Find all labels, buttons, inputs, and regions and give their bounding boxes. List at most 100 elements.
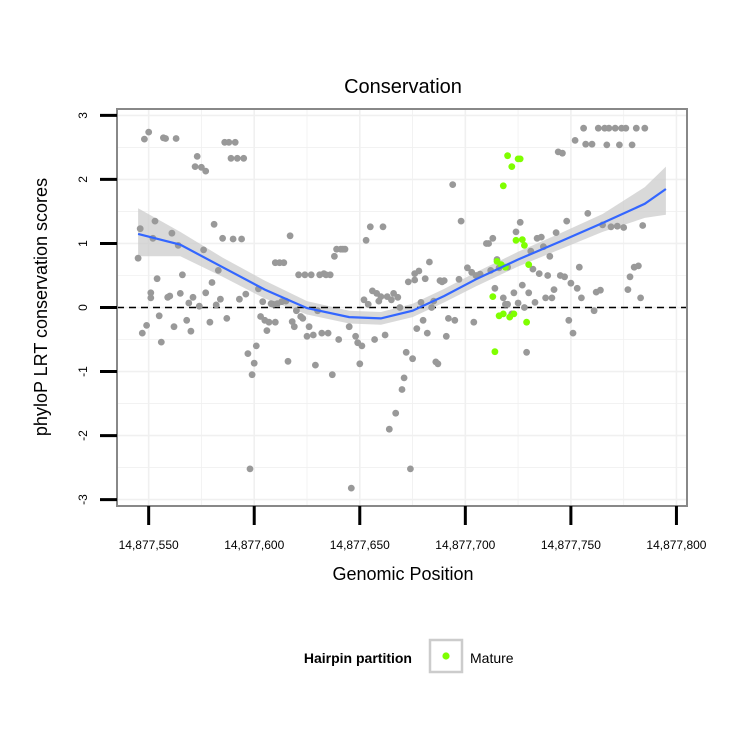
other-point (240, 154, 248, 162)
other-point (542, 294, 549, 302)
other-point (360, 296, 368, 304)
x-axis-title: Genomic Position (332, 564, 473, 584)
other-point (407, 465, 414, 473)
other-point (434, 360, 442, 368)
other-point (510, 289, 518, 297)
other-point (394, 293, 402, 301)
other-point (635, 262, 642, 270)
other-point (504, 300, 511, 308)
mature-point (510, 310, 518, 318)
other-point (185, 299, 193, 307)
other-point (563, 217, 571, 225)
other-point (225, 138, 233, 146)
other-point (352, 332, 359, 340)
y-tick-label: 0 (76, 304, 90, 311)
other-point (605, 124, 613, 132)
other-point (210, 220, 218, 228)
y-tick-label: 3 (76, 112, 90, 119)
other-point (620, 224, 628, 231)
other-point (145, 128, 153, 136)
other-point (442, 332, 450, 340)
other-point (236, 295, 243, 303)
other-point (516, 218, 524, 226)
other-point (569, 329, 577, 337)
y-tick-label: 1 (76, 240, 90, 247)
other-point (455, 275, 463, 283)
other-point (191, 163, 199, 171)
other-point (464, 264, 471, 272)
other-point (457, 217, 465, 225)
other-point (624, 286, 632, 293)
y-axis-title: phyloP LRT conservation scores (31, 178, 51, 436)
other-point (523, 348, 530, 356)
other-point (362, 236, 370, 244)
other-point (231, 138, 239, 146)
other-point (628, 141, 636, 149)
other-point (525, 289, 533, 297)
other-point (535, 270, 543, 277)
other-point (312, 361, 319, 369)
other-point (613, 222, 621, 230)
x-tick-label: 14,877,750 (541, 538, 601, 552)
other-point (172, 135, 180, 142)
confidence-band (138, 166, 666, 325)
other-point (288, 318, 296, 325)
legend-title: Hairpin partition (304, 650, 412, 666)
other-point (402, 348, 410, 356)
other-point (219, 234, 227, 242)
other-point (193, 153, 201, 160)
other-point (381, 331, 389, 339)
x-tick-label: 14,877,800 (646, 538, 706, 552)
smooth-line (137, 188, 667, 320)
mature-point (518, 236, 526, 244)
other-point (280, 259, 288, 267)
other-point (470, 318, 478, 326)
other-point (379, 223, 387, 231)
other-point (223, 315, 231, 322)
other-point (335, 336, 343, 343)
other-point (611, 124, 619, 132)
other-point (451, 316, 459, 324)
other-point (189, 293, 197, 301)
other-point (136, 225, 144, 233)
other-point (590, 307, 598, 315)
mature-point (521, 242, 528, 249)
other-point (238, 235, 246, 243)
other-point (141, 135, 148, 143)
other-point (607, 223, 615, 231)
other-point (138, 329, 146, 337)
other-point (303, 332, 311, 340)
other-point (499, 294, 507, 302)
other-point (594, 124, 602, 132)
other-point (295, 271, 302, 279)
other-point (514, 299, 522, 307)
other-point (183, 316, 191, 324)
mature-point (523, 318, 530, 326)
other-point (529, 265, 537, 273)
other-point (388, 296, 395, 304)
other-point (371, 336, 378, 343)
other-point (603, 141, 611, 149)
other-point (428, 304, 435, 311)
legend: Hairpin partition Mature (304, 638, 514, 674)
mature-point (489, 293, 497, 300)
other-point (134, 254, 142, 262)
other-point (217, 295, 224, 303)
other-point (392, 409, 400, 417)
other-point (263, 327, 271, 334)
other-point (548, 294, 556, 302)
other-point (559, 149, 566, 157)
other-point (170, 323, 178, 331)
other-point (212, 301, 220, 309)
other-point (571, 137, 579, 144)
mature-point (499, 310, 507, 318)
other-point (250, 359, 258, 367)
other-point (521, 304, 528, 311)
other-point (419, 316, 427, 324)
other-point (537, 233, 545, 241)
mature-point (508, 163, 516, 171)
other-point (358, 342, 366, 350)
other-point (531, 299, 539, 306)
other-point (341, 245, 349, 253)
